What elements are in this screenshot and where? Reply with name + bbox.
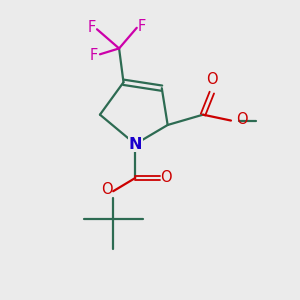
Text: N: N (128, 136, 142, 152)
Text: F: F (90, 48, 98, 63)
Text: F: F (138, 19, 146, 34)
Text: O: O (236, 112, 248, 127)
Text: O: O (206, 72, 218, 87)
Text: F: F (88, 20, 96, 35)
Text: O: O (101, 182, 112, 197)
Text: O: O (160, 170, 172, 185)
